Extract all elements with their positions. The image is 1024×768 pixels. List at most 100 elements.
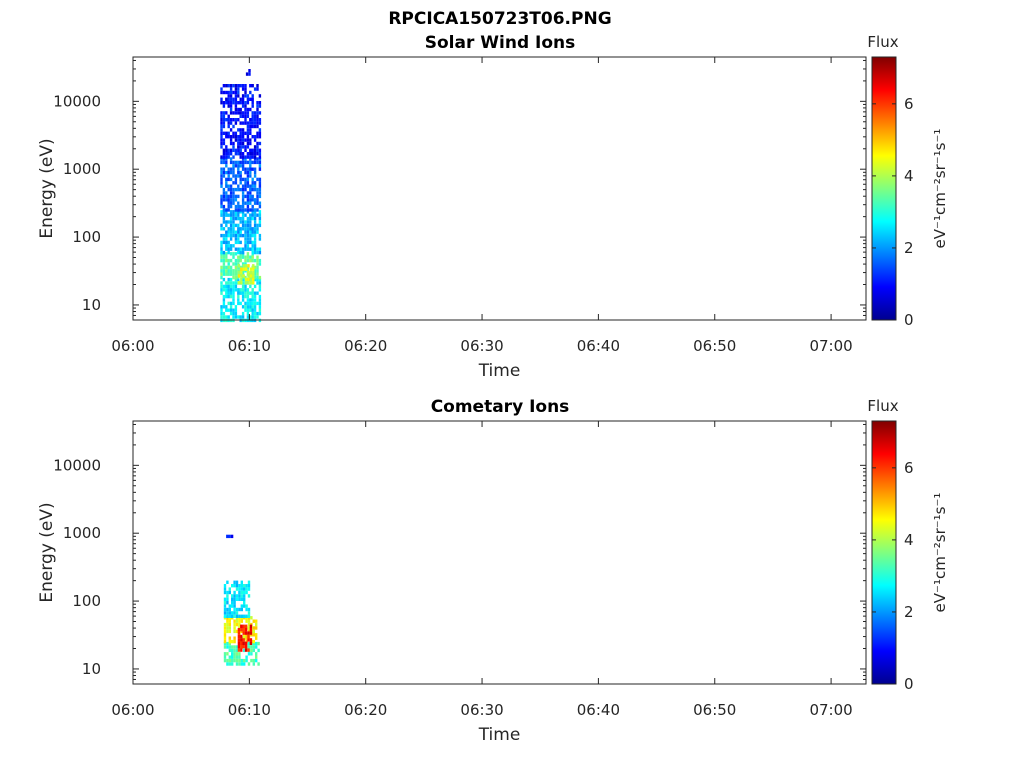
heatmap-bin xyxy=(223,614,227,618)
heatmap-bin xyxy=(239,131,242,135)
heatmap-bin xyxy=(249,255,252,259)
heatmap-bin xyxy=(227,187,230,192)
heatmap-bin xyxy=(237,201,240,205)
heatmap-bin xyxy=(251,301,254,306)
heatmap-bin xyxy=(237,148,240,152)
heatmap-bin xyxy=(247,584,251,588)
heatmap-bin xyxy=(230,534,234,539)
heatmap-bin xyxy=(241,311,245,316)
heatmap-bin xyxy=(239,97,242,101)
colorbar-tick-label: 6 xyxy=(904,459,914,477)
heatmap-bin xyxy=(227,233,230,238)
heatmap-bin xyxy=(222,174,226,178)
heatmap-bin xyxy=(225,135,228,139)
heatmap-bin xyxy=(258,148,262,152)
heatmap-bin xyxy=(253,301,257,306)
heatmap-bin xyxy=(239,152,242,156)
heatmap-bin xyxy=(253,269,257,273)
heatmap-bin xyxy=(233,655,236,659)
heatmap-bin xyxy=(220,227,223,231)
heatmap-bin xyxy=(222,240,226,245)
heatmap-bin xyxy=(253,265,257,270)
heatmap-bin xyxy=(225,157,228,161)
heatmap-bin xyxy=(242,645,245,649)
heatmap-bin xyxy=(235,587,239,591)
heatmap-bin xyxy=(244,291,247,295)
heatmap-bin xyxy=(246,135,250,139)
heatmap-bin xyxy=(246,208,250,212)
heatmap-bin xyxy=(246,107,250,112)
heatmap-bin xyxy=(229,94,233,98)
heatmap-bin xyxy=(258,237,262,241)
heatmap-bin xyxy=(222,213,226,217)
heatmap-bin xyxy=(228,662,231,666)
heatmap-bin xyxy=(220,201,223,205)
heatmap-bin xyxy=(238,597,241,601)
heatmap-bin xyxy=(242,267,245,271)
heatmap-bin xyxy=(243,587,246,591)
heatmap-bin xyxy=(225,315,228,319)
x-axis-label: Time xyxy=(478,725,521,745)
heatmap-bin xyxy=(239,208,242,212)
heatmap-bin xyxy=(229,265,233,270)
heatmap-bin xyxy=(256,111,259,115)
heatmap-bin xyxy=(246,160,250,165)
heatmap-bin xyxy=(239,247,242,251)
heatmap-bin xyxy=(225,210,228,214)
heatmap-bin xyxy=(252,281,255,285)
heatmap-bin xyxy=(244,148,247,152)
heatmap-bin xyxy=(227,184,230,188)
heatmap-bin xyxy=(249,277,253,282)
heatmap-bin xyxy=(223,655,227,659)
heatmap-bin xyxy=(256,157,259,161)
heatmap-bin xyxy=(246,128,250,132)
heatmap-bin xyxy=(234,94,238,98)
heatmap-bin xyxy=(234,107,238,112)
heatmap-bin xyxy=(253,210,257,214)
heatmap-bin xyxy=(231,655,234,659)
heatmap-bin xyxy=(235,655,239,659)
heatmap-bin xyxy=(229,184,233,188)
heatmap-bin xyxy=(237,160,240,165)
heatmap-bin xyxy=(220,160,223,165)
heatmap-bin xyxy=(227,170,230,175)
heatmap-bin xyxy=(239,101,242,105)
heatmap-bin xyxy=(226,594,229,598)
heatmap-bin xyxy=(220,311,223,316)
heatmap-bin xyxy=(232,101,235,105)
heatmap-bin xyxy=(226,652,229,656)
heatmap-bin xyxy=(247,622,251,627)
heatmap-bin xyxy=(247,641,251,646)
heatmap-bin xyxy=(244,87,247,91)
heatmap-bin xyxy=(233,590,236,595)
heatmap-bin xyxy=(252,658,255,663)
heatmap-bin xyxy=(234,230,238,234)
x-axis-label: Time xyxy=(478,361,521,381)
heatmap-bin xyxy=(226,629,229,634)
heatmap-bin xyxy=(237,107,240,112)
heatmap-bin xyxy=(244,223,247,228)
heatmap-bin xyxy=(244,281,248,285)
heatmap-bin xyxy=(229,121,233,125)
heatmap-bin xyxy=(239,216,242,221)
heatmap-bin xyxy=(244,201,247,205)
heatmap-bin xyxy=(227,277,230,282)
heatmap-bin xyxy=(237,87,240,91)
heatmap-bin xyxy=(225,269,228,273)
heatmap-bin xyxy=(233,611,236,615)
heatmap-bin xyxy=(246,145,250,149)
heatmap-bin xyxy=(249,641,253,645)
heatmap-bin xyxy=(258,181,262,185)
heatmap-bin xyxy=(237,164,240,168)
heatmap-bin xyxy=(226,580,229,584)
heatmap-bin xyxy=(239,121,242,125)
heatmap-bin xyxy=(256,315,259,319)
colorbar-tick-label: 2 xyxy=(904,603,914,621)
heatmap-bin xyxy=(253,124,257,129)
heatmap-bin xyxy=(222,118,226,122)
heatmap-bin xyxy=(253,135,257,139)
heatmap-bin xyxy=(228,636,231,640)
y-tick-label: 10 xyxy=(82,296,101,314)
colorbar-gradient xyxy=(871,420,897,685)
heatmap-bin xyxy=(226,601,229,605)
